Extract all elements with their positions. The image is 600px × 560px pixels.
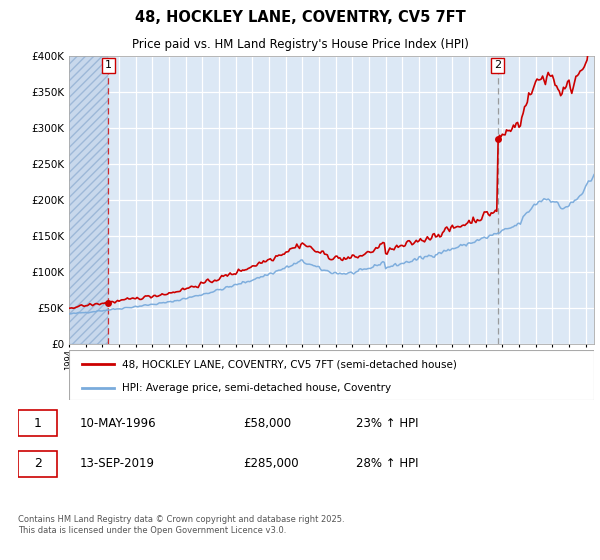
Text: HPI: Average price, semi-detached house, Coventry: HPI: Average price, semi-detached house,…	[121, 383, 391, 393]
Text: 2: 2	[34, 457, 41, 470]
Text: Price paid vs. HM Land Registry's House Price Index (HPI): Price paid vs. HM Land Registry's House …	[131, 38, 469, 51]
Text: 23% ↑ HPI: 23% ↑ HPI	[356, 417, 419, 430]
Text: £285,000: £285,000	[244, 457, 299, 470]
Text: 13-SEP-2019: 13-SEP-2019	[80, 457, 155, 470]
Text: Contains HM Land Registry data © Crown copyright and database right 2025.
This d: Contains HM Land Registry data © Crown c…	[18, 515, 344, 535]
FancyBboxPatch shape	[18, 451, 58, 477]
Text: 10-MAY-1996: 10-MAY-1996	[80, 417, 157, 430]
Text: £58,000: £58,000	[244, 417, 292, 430]
FancyBboxPatch shape	[69, 350, 594, 400]
FancyBboxPatch shape	[18, 410, 58, 436]
Text: 48, HOCKLEY LANE, COVENTRY, CV5 7FT (semi-detached house): 48, HOCKLEY LANE, COVENTRY, CV5 7FT (sem…	[121, 359, 457, 369]
Bar	[69, 56, 109, 344]
Text: 1: 1	[105, 60, 112, 71]
Text: 1: 1	[34, 417, 41, 430]
Text: 2: 2	[494, 60, 501, 71]
Text: 28% ↑ HPI: 28% ↑ HPI	[356, 457, 419, 470]
Text: 48, HOCKLEY LANE, COVENTRY, CV5 7FT: 48, HOCKLEY LANE, COVENTRY, CV5 7FT	[134, 10, 466, 25]
